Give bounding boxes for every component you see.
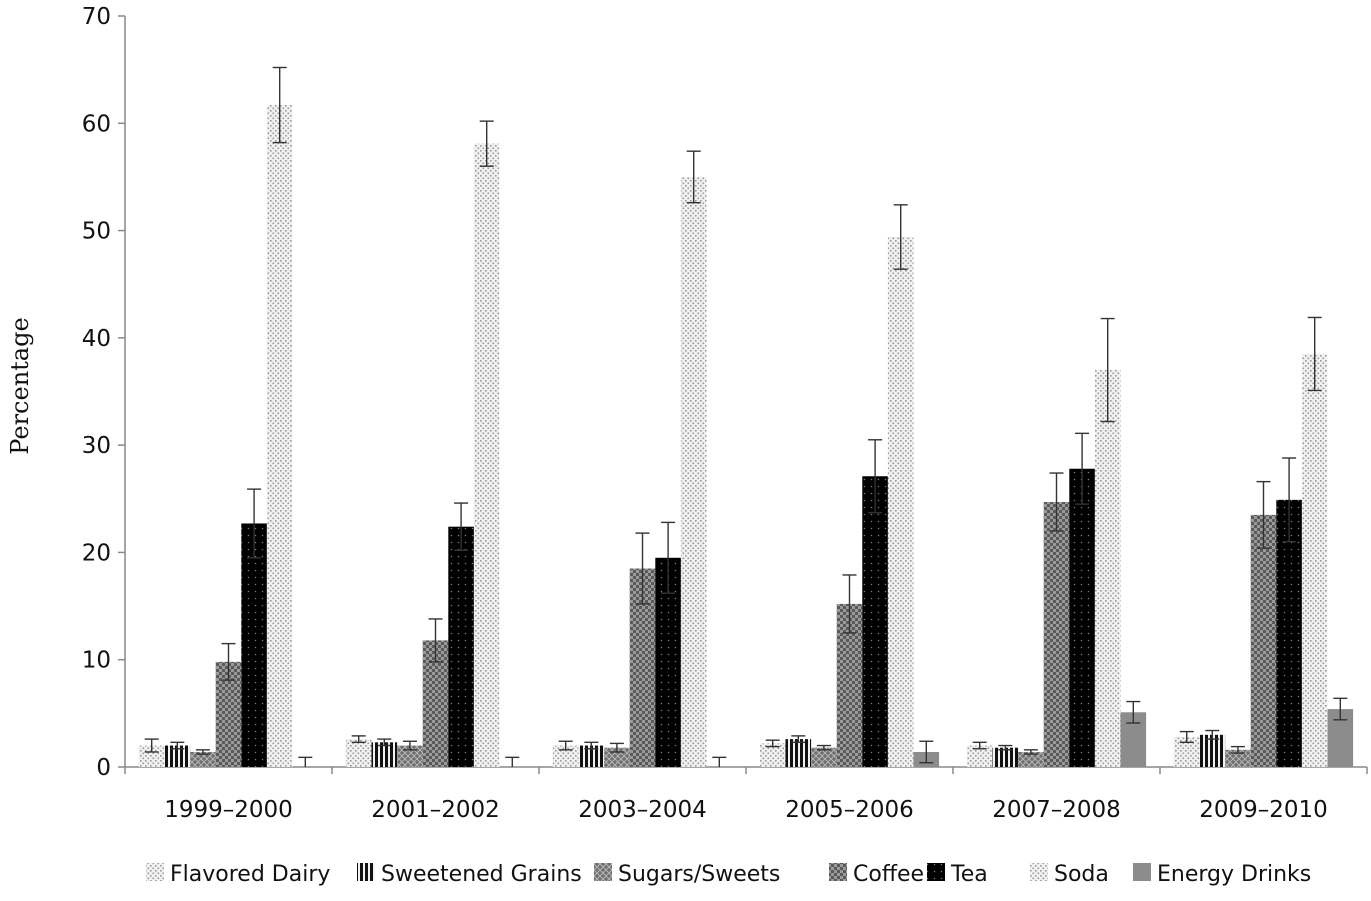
bar-tea [448, 526, 474, 767]
x-tick-label: 2003–2004 [578, 797, 707, 823]
y-tick-label: 10 [82, 648, 111, 674]
bar-soda [887, 237, 914, 768]
bar-tea [862, 476, 888, 767]
bar-sugars-sweets [1225, 749, 1251, 767]
bar-sugars-sweets [811, 747, 837, 767]
x-tick-label: 2009–2010 [1199, 797, 1328, 823]
y-axis-title: Percentage [6, 317, 34, 454]
bar-flavored-dairy [552, 745, 579, 767]
legend: Flavored Dairy Sweetened Grains Sugars/Swe… [146, 862, 1311, 887]
bar-soda [1301, 353, 1328, 767]
bar-flavored-dairy [138, 745, 165, 767]
bar-flavored-dairy [759, 743, 786, 767]
legend-swatch [146, 863, 164, 881]
error-bars [144, 66, 1348, 767]
y-tick-label: 50 [82, 219, 111, 245]
bar-flavored-dairy [345, 739, 372, 767]
legend-label: Flavored Dairy [170, 862, 330, 887]
y-tick-label: 30 [82, 433, 111, 459]
bar-tea [241, 523, 267, 767]
bar-sweetened-grains [371, 742, 398, 767]
legend-swatch [594, 863, 612, 881]
legend-label: Sweetened Grains [381, 862, 582, 887]
y-tick-label: 60 [82, 111, 111, 137]
y-tick-label: 0 [96, 755, 111, 781]
legend-swatch [1030, 863, 1048, 881]
x-axis: 1999–2000 2001–2002 2003–2004 2005–2006 2007… [124, 766, 1368, 823]
bar-sugars-sweets [397, 745, 423, 767]
bar-soda [266, 105, 293, 768]
bar-soda [680, 176, 707, 767]
x-tick-label: 2001–2002 [371, 797, 500, 823]
legend-label: Energy Drinks [1157, 862, 1311, 887]
legend-swatch [1133, 863, 1151, 881]
y-axis: 0 10 20 30 40 50 60 70 [82, 4, 126, 781]
bar-flavored-dairy [966, 745, 993, 767]
bar-tea [1276, 499, 1302, 767]
bar-sweetened-grains [992, 747, 1019, 767]
y-tick-label: 20 [82, 540, 111, 566]
legend-label: Soda [1054, 862, 1109, 887]
legend-swatch [829, 863, 847, 881]
legend-label: Sugars/Sweets [618, 862, 780, 887]
legend-swatch [357, 863, 375, 881]
bar-tea [1069, 468, 1095, 767]
y-tick-label: 40 [82, 326, 111, 352]
legend-swatch [927, 863, 945, 881]
legend-label: Tea [950, 862, 988, 887]
legend-label: Coffee [853, 862, 924, 887]
bar-sweetened-grains [1199, 734, 1226, 767]
bar-sweetened-grains [164, 745, 191, 767]
bar-coffee [1250, 514, 1277, 767]
bar-soda [1094, 370, 1121, 767]
bar-sugars-sweets [190, 751, 216, 767]
x-tick-label: 1999–2000 [164, 797, 293, 823]
x-tick-label: 2005–2006 [785, 797, 914, 823]
bar-sweetened-grains [578, 745, 605, 767]
bar-sweetened-grains [785, 739, 812, 767]
y-tick-label: 70 [82, 4, 111, 30]
bar-coffee [1043, 502, 1070, 767]
bar-soda [473, 143, 500, 768]
bars [138, 105, 1354, 768]
x-tick-label: 2007–2008 [992, 797, 1121, 823]
bar-sugars-sweets [1018, 751, 1044, 767]
